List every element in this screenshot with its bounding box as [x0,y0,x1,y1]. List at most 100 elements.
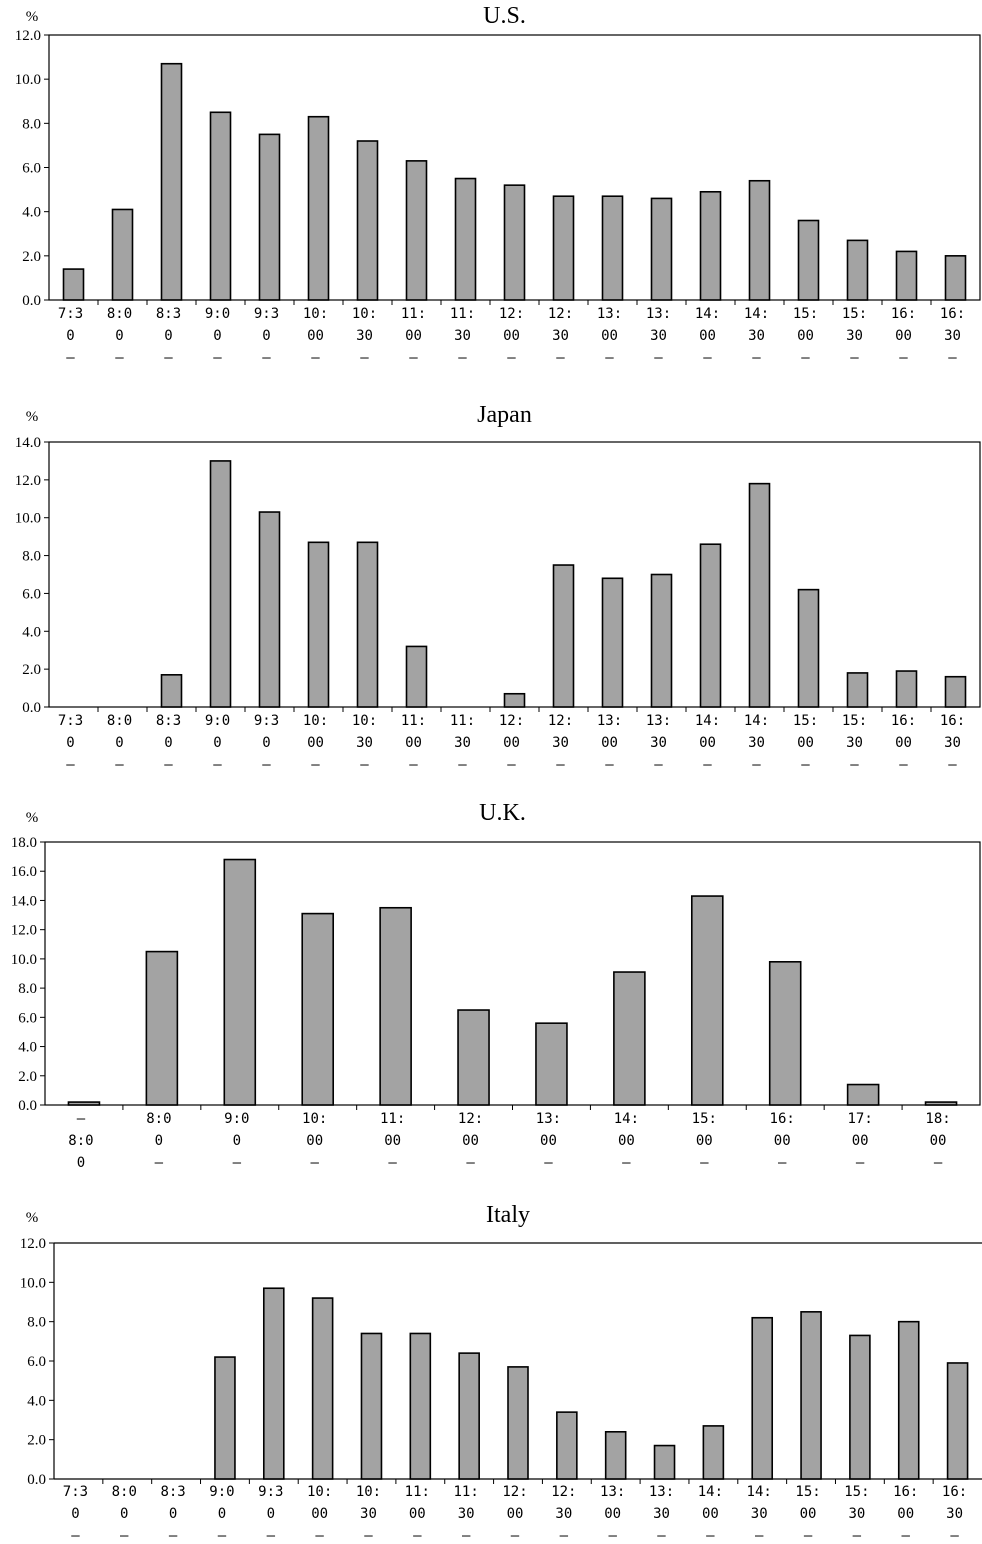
x-tick-label: 00 [384,1133,401,1149]
x-tick-label: 00 [503,328,520,344]
us-chart: U.S.% 0.0 2.0 4.0 6.0 8.0 10.0 12.0 7:3 0 – 8:0 0 – 8:… [15,3,981,366]
x-tick-label: 16: [893,1484,918,1500]
x-tick-label: 30 [454,328,471,344]
bar-u-s-8 [454,177,477,301]
x-tick-label: 9:3 [258,1484,283,1500]
x-tick-label: – [77,1111,86,1127]
x-tick-label: 11: [401,306,426,322]
y-tick-label: 12.0 [20,1236,46,1252]
x-tick-label: 15: [793,713,818,729]
bar-u-s-17 [895,250,918,301]
bar-italy-4 [262,1287,285,1480]
x-tick-label: 30 [848,1506,865,1522]
x-tick-label: 30 [846,735,863,751]
bar-japan-2 [160,674,183,708]
x-tick-label: 15: [692,1111,717,1127]
x-tick-label: 30 [360,1506,377,1522]
bar-u-k-10 [846,1083,880,1106]
bar-u-s-11 [601,195,624,301]
x-tick-label: 00 [405,735,422,751]
y-tick-label: 0.0 [22,293,41,309]
japan-chart-panel: Japan% 0.0 2.0 4.0 6.0 8.0 10.0 12.0 14.0 7:3 0 – 8:… [0,385,982,780]
x-tick-label: – [360,350,369,366]
x-tick-label: – [213,350,222,366]
x-tick-label: – [310,1155,319,1171]
x-tick-label: 12: [499,713,524,729]
x-tick-label: – [388,1155,397,1171]
y-tick-label: 4.0 [18,1040,37,1056]
y-tick-label: 0.0 [18,1098,37,1114]
x-tick-label: 10: [303,713,328,729]
x-tick-label: 30 [846,328,863,344]
x-tick-label: – [556,350,565,366]
y-tick-label: 8.0 [22,549,41,565]
bar-italy-3 [214,1356,236,1480]
x-tick-label: 12: [502,1484,527,1500]
x-tick-label: 0 [66,735,74,751]
x-tick-label: 14: [695,306,720,322]
x-tick-label: 15: [793,306,818,322]
x-tick-label: – [752,757,761,773]
x-tick-label: 11: [380,1111,405,1127]
bar-u-s-0 [62,268,85,301]
x-tick-label: – [458,757,467,773]
y-unit-label: % [26,1210,39,1226]
bar-u-k-0 [67,1101,101,1106]
x-tick-label: 15: [842,306,867,322]
x-tick-label: – [899,757,908,773]
x-tick-label: 10: [302,1111,327,1127]
x-tick-label: 9:3 [254,713,279,729]
bar-italy-7 [409,1332,432,1480]
bar-japan-17 [895,670,918,708]
x-tick-label: – [850,350,859,366]
x-tick-label: 0 [115,735,123,751]
y-tick-label: 14.0 [11,893,37,909]
x-tick-label: 0 [164,328,172,344]
x-tick-label: – [778,1155,787,1171]
x-tick-label: – [262,350,271,366]
x-tick-label: 13: [536,1111,561,1127]
x-tick-label: – [115,757,124,773]
x-tick-label: 10: [352,306,377,322]
x-tick-label: 12: [458,1111,483,1127]
y-tick-label: 16.0 [11,864,37,880]
x-tick-label: 00 [307,735,324,751]
bar-u-k-2 [223,858,257,1106]
x-tick-label: 00 [699,735,716,751]
x-tick-label: – [801,350,810,366]
x-tick-label: – [364,1528,373,1544]
bar-italy-8 [458,1352,480,1480]
x-tick-label: – [703,757,712,773]
x-tick-label: – [462,1528,471,1544]
bar-italy-15 [800,1311,822,1480]
y-unit-label: % [26,9,39,25]
x-tick-label: – [654,757,663,773]
x-tick-label: 0 [115,328,123,344]
x-tick-label: 16: [940,713,965,729]
bar-u-s-5 [307,115,330,301]
x-tick-label: 30 [552,328,569,344]
x-tick-label: – [409,757,418,773]
chart-title: Italy [486,1202,530,1228]
x-tick-label: 13: [646,306,671,322]
x-tick-label: – [605,757,614,773]
bar-italy-9 [507,1366,529,1480]
x-tick-label: 18: [925,1111,950,1127]
x-tick-label: 00 [601,735,618,751]
x-tick-label: – [948,350,957,366]
x-tick-label: 30 [653,1506,670,1522]
x-tick-label: 11: [401,713,426,729]
bar-italy-18 [946,1362,969,1480]
x-tick-label: 0 [213,328,221,344]
bar-u-s-12 [650,197,673,301]
x-tick-label: – [409,350,418,366]
italy-chart: Italy% 0.0 2.0 4.0 6.0 8.0 10.0 12.0 7:3 0 – 8:0 0 – 8… [20,1202,982,1544]
y-tick-label: 2.0 [22,249,41,265]
bar-u-s-18 [944,255,967,301]
x-tick-label: 00 [540,1133,557,1149]
x-tick-label: 0 [77,1155,85,1171]
x-tick-label: – [948,757,957,773]
x-tick-label: 00 [306,1133,323,1149]
x-tick-label: 7:3 [58,306,83,322]
x-tick-label: 00 [696,1133,713,1149]
